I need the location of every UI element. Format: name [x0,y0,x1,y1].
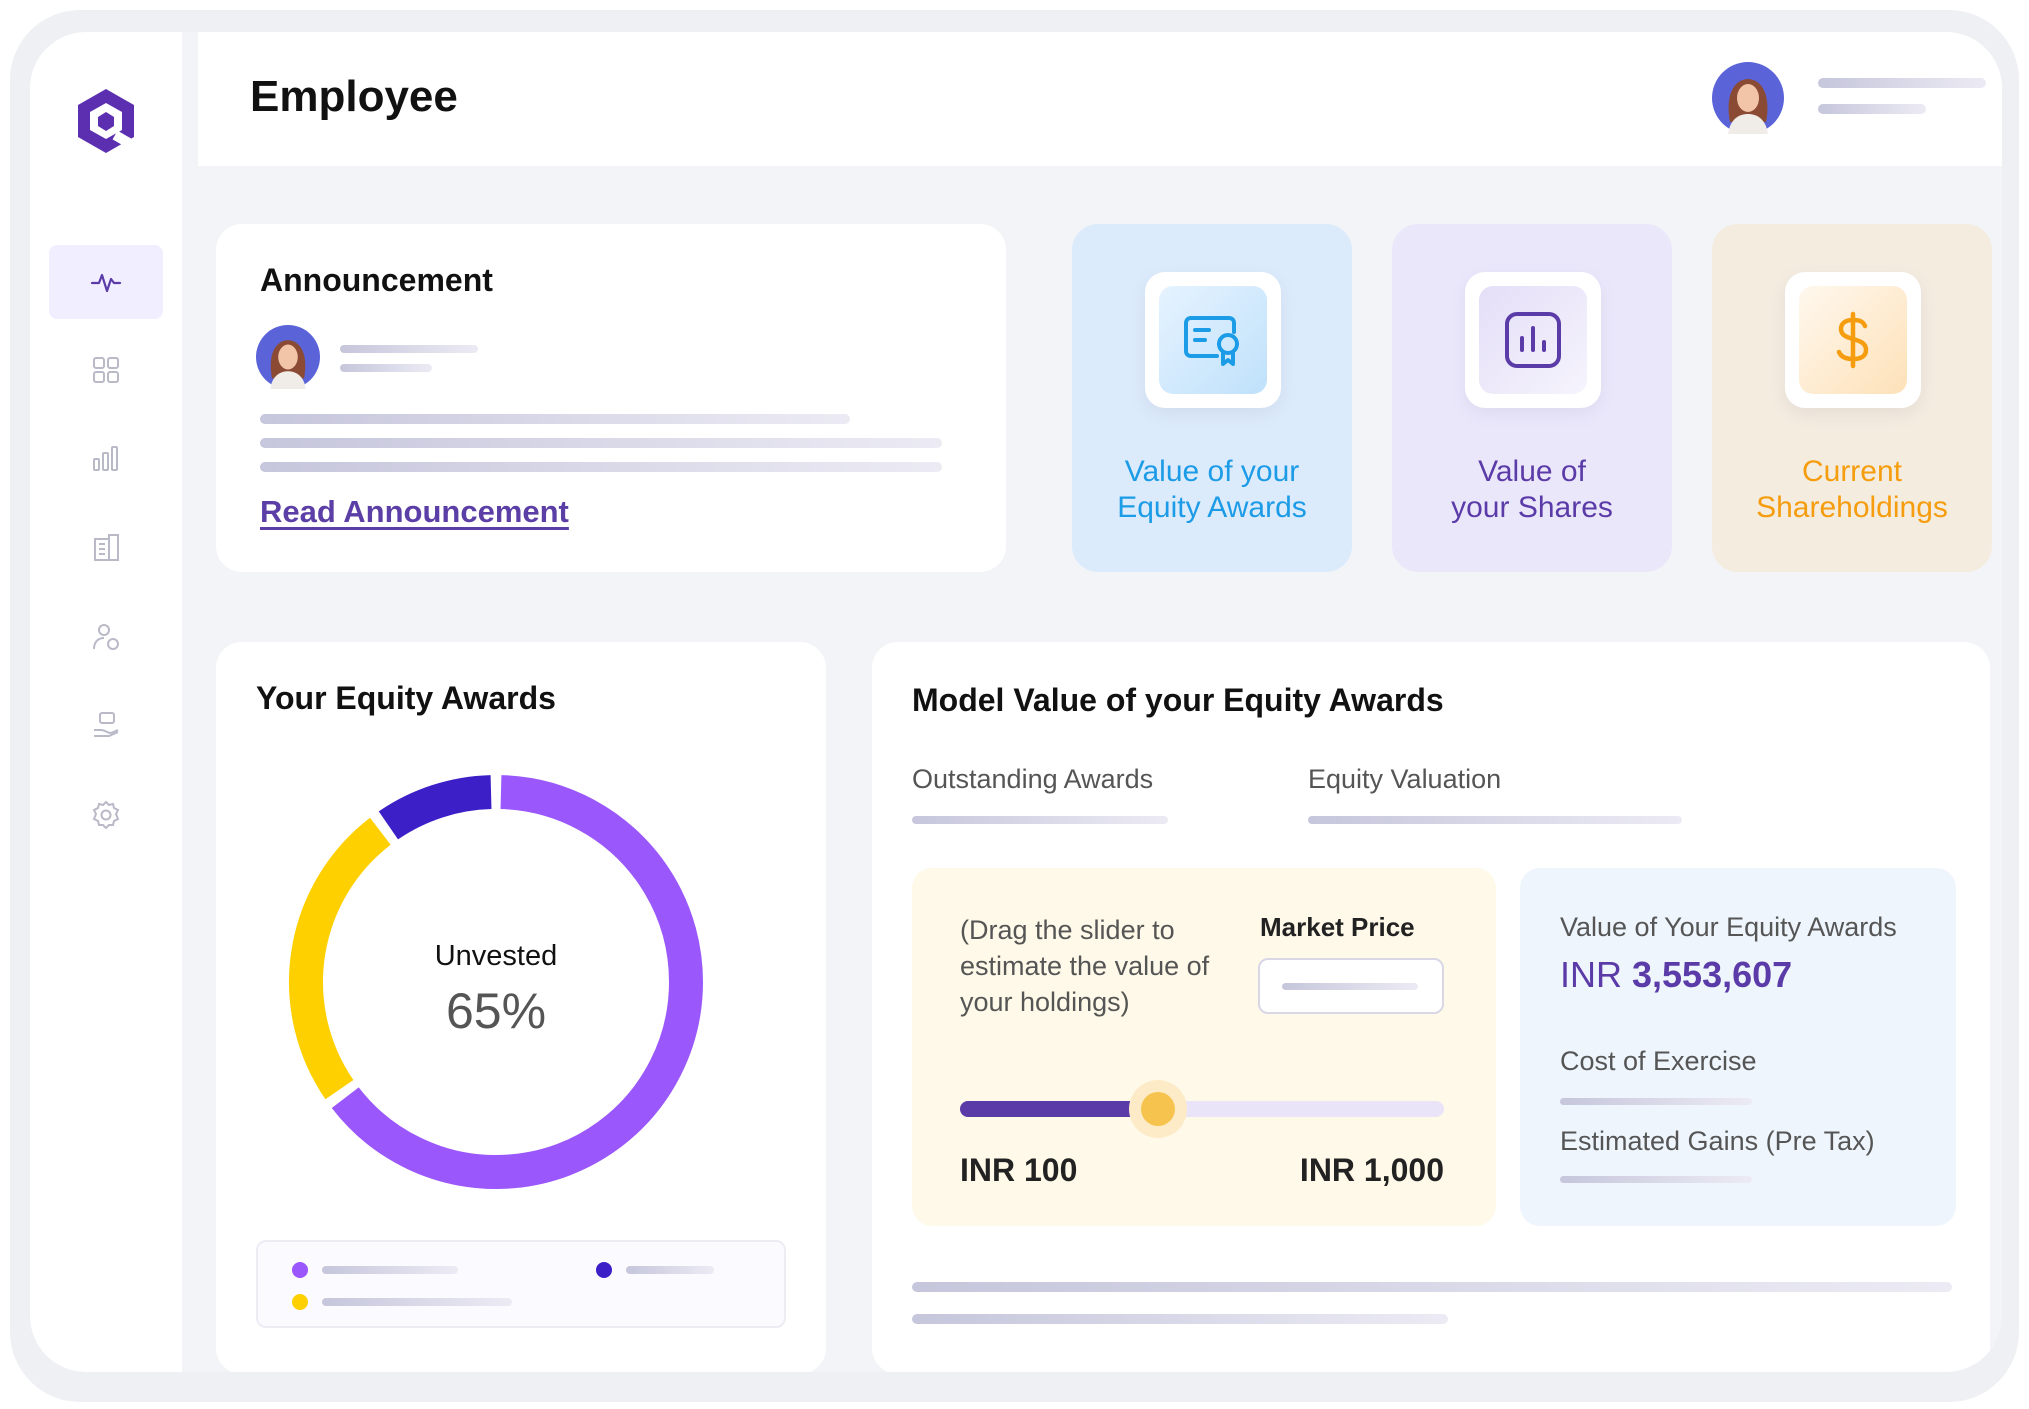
footer-line-placeholder [912,1282,1952,1292]
user-avatar[interactable] [1712,62,1784,134]
market-price-input[interactable] [1258,958,1444,1014]
price-slider-panel: (Drag the slider to estimate the value o… [912,868,1496,1226]
slider-min-label: INR 100 [960,1152,1078,1188]
tile-shares-value[interactable]: Value of your Shares [1392,224,1672,572]
equity-awards-title: Your Equity Awards [256,680,556,716]
text-line-placeholder [260,462,942,472]
username-placeholder [1818,78,1986,88]
input-value-placeholder [1282,983,1418,990]
nav-item-activity[interactable] [49,245,163,319]
tab-underline [912,816,1168,824]
footer-line-placeholder [912,1314,1448,1324]
tab-equity-valuation[interactable]: Equity Valuation [1308,764,1502,794]
model-value-title: Model Value of your Equity Awards [912,682,1444,718]
nav-item-people[interactable] [49,600,163,674]
slider-fill [960,1101,1159,1117]
nav-item-settings[interactable] [49,778,163,852]
tile-label: Value of your Shares [1451,455,1613,524]
hand-money-icon [94,712,119,737]
tile-icon-box [1145,272,1281,408]
legend-dot [292,1294,308,1310]
dollar-icon [1836,311,1869,369]
donut-segment-2 [378,775,492,840]
slider-hint: (Drag the slider to estimate the value o… [960,915,1210,1017]
value-amount: INR 3,553,607 [1560,954,1792,996]
donut-svg [289,775,703,1189]
app-window: Employee Announcement Read Announcement [30,32,2002,1372]
donut-center-value: 65% [445,983,547,1039]
legend-dot [596,1262,612,1278]
tile-icon-box [1465,272,1601,408]
model-value-card: Model Value of your Equity Awards Outsta… [872,642,1990,1372]
legend-dot [292,1262,308,1278]
value-currency: INR [1560,954,1622,995]
role-placeholder [1818,104,1926,114]
text-line-placeholder [260,414,850,424]
grid-icon [93,357,119,383]
nav-item-reports[interactable] [49,421,163,495]
tile-icon-bg [1799,286,1907,394]
value-summary-panel: Value of Your Equity Awards INR 3,553,60… [1520,868,1956,1226]
legend-label-placeholder [322,1266,458,1274]
donut-segment-1 [289,817,391,1100]
value-number: 3,553,607 [1632,954,1793,995]
tile-icon-bg [1159,286,1267,394]
brand-logo-icon[interactable] [74,86,138,156]
tile-icon-box [1785,272,1921,408]
equity-awards-card: Your Equity Awards Unvested 65% [216,642,826,1372]
tab-outstanding-awards[interactable]: Outstanding Awards [912,764,1154,794]
bar-chart-icon [93,446,118,471]
legend-label-placeholder [626,1266,714,1274]
top-header: Employee [198,32,2002,166]
tile-label: Current Shareholdings [1756,455,1948,524]
user-settings-icon [93,624,119,650]
slider-max-label: INR 1,000 [1299,1152,1444,1188]
nav-item-dashboard[interactable] [49,333,163,407]
nav-item-company[interactable] [49,511,163,585]
gear-icon [92,800,120,830]
bar-chart-icon [1505,312,1561,368]
cost-value-placeholder [1560,1098,1752,1105]
tile-current-shareholdings[interactable]: Current Shareholdings [1712,224,1992,572]
market-price-label: Market Price [1260,912,1415,942]
donut-segment-0 [331,775,703,1189]
value-label: Value of Your Equity Awards [1560,912,1897,942]
nav-item-payments[interactable] [49,688,163,762]
slider-thumb[interactable] [1141,1092,1176,1126]
author-name-placeholder [340,345,478,353]
text-line-placeholder [260,438,942,448]
sidebar [30,32,182,1372]
read-announcement-link[interactable]: Read Announcement [260,494,569,529]
estimated-gains-label: Estimated Gains (Pre Tax) [1560,1126,1875,1156]
gains-value-placeholder [1560,1176,1752,1183]
announcement-title: Announcement [260,262,493,298]
tab-underline [1308,816,1682,824]
donut-center-label: Unvested [434,940,558,972]
author-date-placeholder [340,364,432,372]
equity-donut-chart: Unvested 65% [286,772,706,1192]
cost-of-exercise-label: Cost of Exercise [1560,1046,1757,1076]
tile-icon-bg [1479,286,1587,394]
activity-icon [90,273,122,293]
certificate-icon [1184,316,1239,366]
page-title: Employee [250,72,458,121]
author-avatar [256,325,320,389]
donut-legend [256,1240,786,1328]
tile-equity-awards-value[interactable]: Value of your Equity Awards [1072,224,1352,572]
building-icon [94,534,119,561]
announcement-card: Announcement Read Announcement [216,224,1006,572]
legend-label-placeholder [322,1298,512,1306]
tile-label: Value of your Equity Awards [1117,455,1307,524]
